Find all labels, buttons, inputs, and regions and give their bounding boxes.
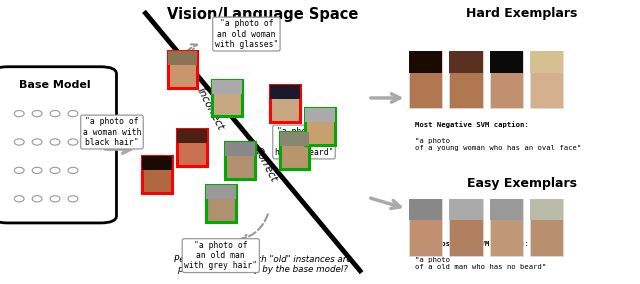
Ellipse shape	[68, 196, 78, 202]
Ellipse shape	[32, 167, 42, 174]
FancyBboxPatch shape	[530, 51, 563, 108]
Text: Easy Exemplars: Easy Exemplars	[467, 178, 577, 191]
Bar	[206, 185, 236, 199]
Text: "a photo
of a young woman who has an oval face": "a photo of a young woman who has an ova…	[415, 138, 581, 151]
Text: "a photo of
an old man
with grey hair": "a photo of an old man with grey hair"	[184, 241, 257, 270]
FancyBboxPatch shape	[270, 85, 300, 122]
Bar	[449, 51, 483, 73]
Ellipse shape	[14, 196, 24, 202]
FancyBboxPatch shape	[280, 132, 309, 169]
Ellipse shape	[50, 139, 60, 145]
Ellipse shape	[14, 110, 24, 117]
Ellipse shape	[50, 196, 60, 202]
Text: "a photo of
an old woman
with glasses": "a photo of an old woman with glasses"	[214, 19, 278, 49]
FancyBboxPatch shape	[449, 199, 483, 256]
Bar	[490, 51, 523, 73]
Text: Most Negative SVM caption:: Most Negative SVM caption:	[415, 121, 529, 128]
Bar	[409, 199, 442, 220]
Ellipse shape	[50, 167, 60, 174]
Text: Per-class SVM: Which "old" instances are
predicted correctly by the base model?: Per-class SVM: Which "old" instances are…	[173, 255, 351, 274]
FancyBboxPatch shape	[490, 199, 523, 256]
Text: "a photo of
a woman with
black hair": "a photo of a woman with black hair"	[83, 117, 141, 147]
Ellipse shape	[68, 110, 78, 117]
FancyBboxPatch shape	[168, 51, 197, 88]
FancyBboxPatch shape	[449, 51, 483, 108]
FancyBboxPatch shape	[490, 51, 523, 108]
Bar	[177, 129, 207, 143]
Text: "a photo
of a old man who has no beard": "a photo of a old man who has no beard"	[415, 257, 546, 270]
Ellipse shape	[68, 139, 78, 145]
Bar	[225, 142, 255, 156]
Bar	[409, 51, 442, 73]
Text: Incorrect: Incorrect	[195, 86, 225, 132]
Ellipse shape	[14, 167, 24, 174]
Ellipse shape	[50, 110, 60, 117]
Ellipse shape	[68, 167, 78, 174]
Text: "a photo of
a man who
has a beard": "a photo of a man who has a beard"	[275, 127, 333, 157]
FancyBboxPatch shape	[177, 129, 207, 166]
Text: Vision/Language Space: Vision/Language Space	[166, 7, 358, 22]
Bar	[530, 51, 563, 73]
Bar	[142, 156, 172, 170]
FancyBboxPatch shape	[409, 199, 442, 256]
Bar	[168, 51, 197, 65]
Bar	[270, 85, 300, 99]
Bar	[280, 132, 309, 146]
FancyBboxPatch shape	[305, 108, 335, 145]
Bar	[530, 199, 563, 220]
Bar	[490, 199, 523, 220]
FancyBboxPatch shape	[212, 80, 242, 116]
FancyBboxPatch shape	[409, 51, 442, 108]
Ellipse shape	[32, 139, 42, 145]
FancyBboxPatch shape	[142, 156, 172, 193]
Text: Hard Exemplars: Hard Exemplars	[466, 7, 577, 20]
FancyBboxPatch shape	[225, 142, 255, 179]
Ellipse shape	[32, 110, 42, 117]
FancyBboxPatch shape	[206, 185, 236, 222]
Bar	[212, 80, 242, 93]
Ellipse shape	[32, 196, 42, 202]
Bar	[449, 199, 483, 220]
Bar	[305, 108, 335, 122]
Ellipse shape	[14, 139, 24, 145]
Text: Correct: Correct	[252, 145, 279, 184]
FancyBboxPatch shape	[530, 199, 563, 256]
FancyBboxPatch shape	[0, 67, 116, 223]
Text: Most Positive SVM caption:: Most Positive SVM caption:	[415, 240, 529, 247]
Text: Base Model: Base Model	[19, 80, 90, 90]
